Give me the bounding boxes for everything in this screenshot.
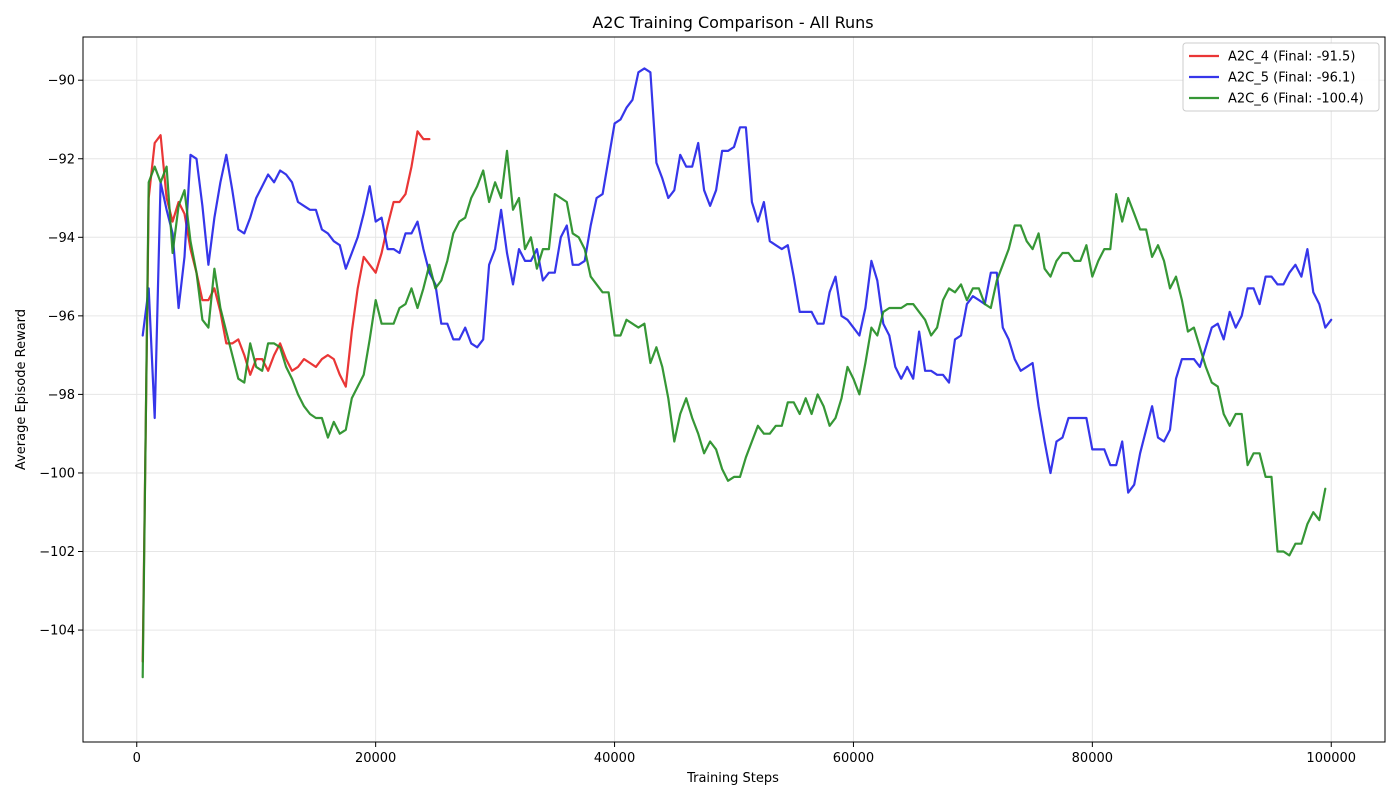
y-tick-label: −104 — [39, 624, 75, 639]
chart-title: A2C Training Comparison - All Runs — [592, 13, 873, 32]
series-line-2 — [141, 67, 1333, 494]
x-tick-label: 20000 — [355, 751, 396, 766]
x-axis: 0 20000 40000 60000 80000 100000 — [133, 742, 1356, 766]
x-tick-label: 40000 — [594, 751, 635, 766]
y-tick-label: −102 — [39, 545, 75, 560]
plot-frame — [82, 36, 1386, 743]
y-axis-label: Average Episode Reward — [14, 309, 29, 470]
x-tick-label: 100000 — [1306, 751, 1356, 766]
x-tick-label: 0 — [133, 751, 141, 766]
x-tick-label: 80000 — [1072, 751, 1113, 766]
series-lines — [141, 67, 1333, 679]
legend-label: A2C_5 (Final: -96.1) — [1228, 71, 1355, 86]
y-axis: −104 −102 −100 −98 −96 −94 −92 −90 — [39, 74, 83, 639]
x-tick-label: 60000 — [833, 751, 874, 766]
series-line-3 — [141, 149, 1327, 679]
legend-label: A2C_4 (Final: -91.5) — [1228, 50, 1355, 65]
legend-label: A2C_6 (Final: -100.4) — [1228, 92, 1364, 107]
x-axis-label: Training Steps — [686, 771, 779, 786]
y-tick-label: −94 — [48, 231, 75, 246]
y-tick-label: −92 — [48, 152, 75, 167]
series-line-1 — [141, 130, 431, 663]
legend-box — [1182, 42, 1380, 112]
y-tick-label: −90 — [48, 74, 75, 89]
y-tick-label: −98 — [48, 388, 75, 403]
legend: A2C_4 (Final: -91.5) A2C_5 (Final: -96.1)… — [1182, 42, 1380, 112]
y-tick-label: −96 — [48, 309, 75, 324]
grid — [83, 37, 1385, 742]
y-tick-label: −100 — [39, 466, 75, 481]
